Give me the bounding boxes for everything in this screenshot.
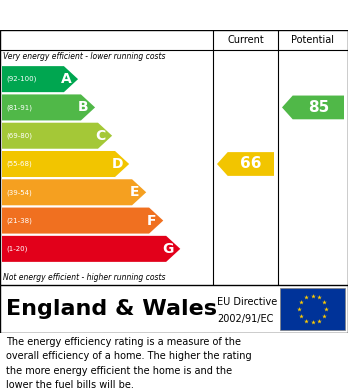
Text: (69-80): (69-80) xyxy=(6,133,32,139)
Text: 85: 85 xyxy=(308,100,329,115)
Polygon shape xyxy=(2,208,163,233)
Text: (55-68): (55-68) xyxy=(6,161,32,167)
Text: 2002/91/EC: 2002/91/EC xyxy=(217,314,274,324)
Text: Not energy efficient - higher running costs: Not energy efficient - higher running co… xyxy=(3,273,166,282)
Polygon shape xyxy=(282,95,344,119)
Text: (39-54): (39-54) xyxy=(6,189,32,196)
Text: (21-38): (21-38) xyxy=(6,217,32,224)
Polygon shape xyxy=(2,151,129,177)
Polygon shape xyxy=(2,94,95,120)
Text: Very energy efficient - lower running costs: Very energy efficient - lower running co… xyxy=(3,52,166,61)
Text: Current: Current xyxy=(227,35,264,45)
Text: E: E xyxy=(129,185,139,199)
Text: (81-91): (81-91) xyxy=(6,104,32,111)
Text: England & Wales: England & Wales xyxy=(6,299,217,319)
Text: (92-100): (92-100) xyxy=(6,76,37,83)
Text: F: F xyxy=(147,213,156,228)
Text: Potential: Potential xyxy=(292,35,334,45)
Text: (1-20): (1-20) xyxy=(6,246,27,252)
Text: D: D xyxy=(111,157,123,171)
Text: 66: 66 xyxy=(240,156,262,172)
Polygon shape xyxy=(2,179,146,205)
Text: A: A xyxy=(61,72,71,86)
Polygon shape xyxy=(2,123,112,149)
Polygon shape xyxy=(2,236,180,262)
Polygon shape xyxy=(2,66,78,92)
Text: B: B xyxy=(78,100,88,115)
Text: Energy Efficiency Rating: Energy Efficiency Rating xyxy=(69,7,279,23)
Text: EU Directive: EU Directive xyxy=(217,297,277,307)
Polygon shape xyxy=(217,152,274,176)
Text: G: G xyxy=(163,242,174,256)
Bar xyxy=(280,288,345,330)
Text: The energy efficiency rating is a measure of the
overall efficiency of a home. T: The energy efficiency rating is a measur… xyxy=(6,337,252,390)
Text: C: C xyxy=(95,129,105,143)
